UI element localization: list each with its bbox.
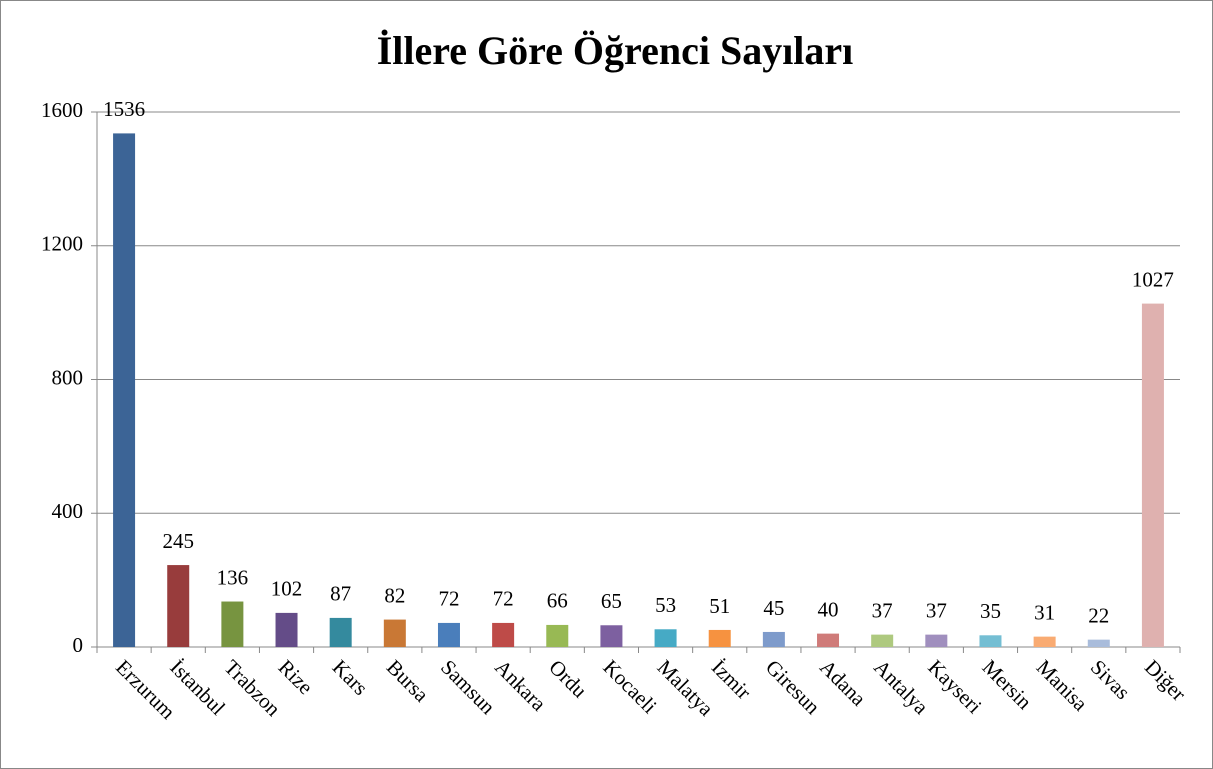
data-label: 37 xyxy=(926,598,947,622)
y-tick-label: 0 xyxy=(73,633,84,657)
bar xyxy=(1087,639,1110,647)
bar xyxy=(654,629,677,647)
bar xyxy=(871,634,894,647)
data-label: 66 xyxy=(547,589,568,613)
bar xyxy=(167,565,190,647)
data-label: 87 xyxy=(330,582,351,606)
chart-title: İllere Göre Öğrenci Sayıları xyxy=(377,28,854,73)
y-tick-label: 1200 xyxy=(41,232,83,256)
data-label: 82 xyxy=(384,583,405,607)
data-label: 245 xyxy=(162,529,194,553)
bar xyxy=(329,617,352,647)
data-label: 136 xyxy=(217,565,249,589)
data-label: 102 xyxy=(271,577,303,601)
data-label: 37 xyxy=(872,598,893,622)
data-label: 72 xyxy=(493,587,514,611)
bar xyxy=(113,133,136,647)
bar xyxy=(221,601,244,647)
data-label: 45 xyxy=(763,596,784,620)
y-tick-label: 1600 xyxy=(41,98,83,122)
bar xyxy=(492,622,515,647)
bar xyxy=(275,612,298,647)
bar xyxy=(925,634,948,647)
bar xyxy=(1033,636,1056,647)
bar xyxy=(600,625,623,647)
data-label: 40 xyxy=(818,597,839,621)
data-label: 51 xyxy=(709,594,730,618)
bar xyxy=(708,629,731,647)
bar xyxy=(437,622,460,647)
data-label: 35 xyxy=(980,599,1001,623)
data-label: 72 xyxy=(438,587,459,611)
bar xyxy=(817,633,840,647)
y-tick-label: 400 xyxy=(52,499,84,523)
y-tick-label: 800 xyxy=(52,365,84,389)
bar xyxy=(1141,303,1164,647)
bar xyxy=(762,631,785,647)
data-label: 1027 xyxy=(1132,267,1174,291)
data-label: 22 xyxy=(1088,603,1109,627)
bar xyxy=(383,619,406,647)
data-label: 1536 xyxy=(103,97,145,121)
data-label: 65 xyxy=(601,589,622,613)
bar xyxy=(979,635,1002,647)
bar xyxy=(546,624,569,647)
data-label: 53 xyxy=(655,593,676,617)
data-label: 31 xyxy=(1034,600,1055,624)
